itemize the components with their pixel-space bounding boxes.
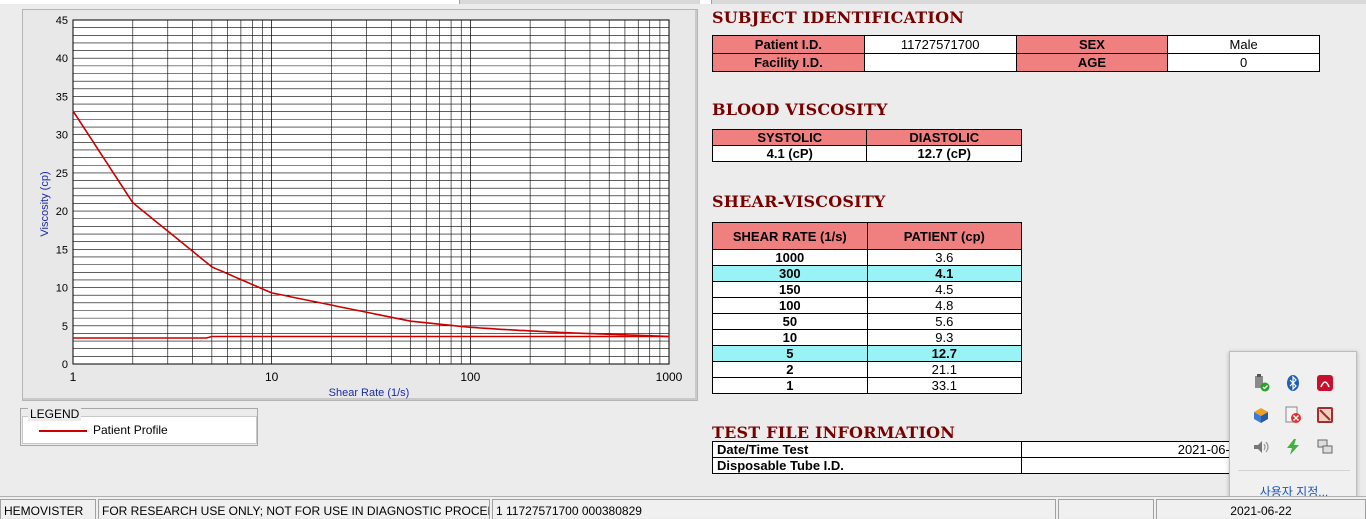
table-row: 5 12.7 <box>712 345 1023 362</box>
y-tick-label: 45 <box>56 15 68 27</box>
patient-value-cell: 33.1 <box>866 377 1023 394</box>
age-value: 0 <box>1167 53 1320 72</box>
y-axis-label: Viscosity (cp) <box>39 171 51 236</box>
y-tick-label: 40 <box>56 53 68 65</box>
shear-rate-cell: 1 <box>712 377 868 394</box>
facility-id-value <box>863 53 1017 72</box>
facility-id-label: Facility I.D. <box>712 53 865 72</box>
table-row: 50 5.6 <box>712 313 1023 330</box>
datetime-test-value: 2021-06-2 <box>1021 441 1242 458</box>
diastolic-value: 12.7 (cP) <box>866 145 1022 162</box>
series-line <box>73 335 669 339</box>
system-tray-overflow-popup: 사용자 지정... <box>1229 351 1357 511</box>
y-tick-label: 25 <box>56 168 68 180</box>
patient-cp-header: PATIENT (cp) <box>866 222 1023 250</box>
datetime-test-label: Date/Time Test <box>711 441 1023 458</box>
top-window-strip <box>0 0 1366 4</box>
x-axis-label: Shear Rate (1/s) <box>329 387 410 399</box>
status-empty-cell <box>1058 499 1154 519</box>
age-label: AGE <box>1015 53 1169 72</box>
test-file-information-title: TEST FILE INFORMATION <box>712 423 956 442</box>
test-file-table: Date/Time Test 2021-06-2 Disposable Tube… <box>711 441 1242 474</box>
status-date: 2021-06-22 <box>1156 499 1366 519</box>
table-row: 1 33.1 <box>712 377 1023 394</box>
shear-rate-cell: 10 <box>712 329 868 346</box>
y-tick-label: 10 <box>56 283 68 295</box>
sex-value: Male <box>1167 35 1320 54</box>
patient-value-cell: 5.6 <box>866 313 1023 330</box>
shear-rate-header: SHEAR RATE (1/s) <box>712 222 868 250</box>
blocked-app-icon[interactable] <box>1284 406 1302 424</box>
sex-label: SEX <box>1015 35 1169 54</box>
shear-viscosity-table: SHEAR RATE (1/s) PATIENT (cp) 1000 3.6 30… <box>712 222 1023 394</box>
top-strip-segment <box>700 0 712 4</box>
y-tick-label: 20 <box>56 206 68 218</box>
table-row: 1000 3.6 <box>712 249 1023 266</box>
tray-separator <box>1238 470 1350 471</box>
systolic-value: 4.1 (cP) <box>711 145 868 162</box>
patient-value-cell: 4.8 <box>866 297 1023 314</box>
status-record-info: 1 11727571700 000380829 <box>492 499 1056 519</box>
x-tick-label: 1000 <box>656 370 683 384</box>
cable-icon[interactable] <box>1316 406 1334 424</box>
bluetooth-icon[interactable] <box>1284 374 1302 392</box>
disposable-tube-id-value <box>1021 457 1242 474</box>
x-tick-label: 10 <box>265 370 279 384</box>
y-tick-label: 15 <box>56 244 68 256</box>
series-line <box>72 110 670 338</box>
patient-id-label: Patient I.D. <box>712 35 865 54</box>
table-row: 300 4.1 <box>712 265 1023 282</box>
acrobat-icon[interactable] <box>1316 374 1334 392</box>
disposable-tube-id-label: Disposable Tube I.D. <box>711 457 1023 474</box>
legend-frame <box>20 408 258 446</box>
patient-value-cell: 4.5 <box>866 281 1023 298</box>
x-tick-label: 100 <box>460 370 480 384</box>
shear-rate-cell: 300 <box>712 265 868 282</box>
status-bar: HEMOVISTER FOR RESEARCH USE ONLY; NOT FO… <box>0 496 1366 519</box>
lightning-app-icon[interactable] <box>1284 438 1302 456</box>
systolic-label: SYSTOLIC <box>711 129 868 146</box>
shear-viscosity-title: SHEAR-VISCOSITY <box>712 192 886 211</box>
subject-identification-title: SUBJECT IDENTIFICATION <box>712 8 965 27</box>
blood-viscosity-title: BLOOD VISCOSITY <box>712 100 888 119</box>
y-tick-label: 35 <box>56 91 68 103</box>
patient-value-cell: 4.1 <box>866 265 1023 282</box>
patient-value-cell: 21.1 <box>866 361 1023 378</box>
y-tick-label: 0 <box>62 359 68 371</box>
legend-title: LEGEND <box>28 407 82 421</box>
viscosity-chart-panel: 0 5 10 15 20 25 30 35 40 45 1 10 100 1000 Shear Rate (… <box>22 9 698 401</box>
table-row: 150 4.5 <box>712 281 1023 298</box>
x-tick-label: 1 <box>70 370 77 384</box>
y-tick-label: 5 <box>62 321 68 333</box>
patient-id-value: 11727571700 <box>863 35 1017 54</box>
customize-link[interactable]: 사용자 지정... <box>1259 485 1329 499</box>
shear-rate-cell: 1000 <box>712 249 868 266</box>
y-tick-label: 30 <box>56 130 68 142</box>
shear-rate-cell: 150 <box>712 281 868 298</box>
subject-table: Patient I.D. 11727571700 SEX Male Facili… <box>712 35 1320 72</box>
package-icon[interactable] <box>1252 406 1270 424</box>
legend-entry-label: Patient Profile <box>93 423 168 437</box>
shear-rate-cell: 100 <box>712 297 868 314</box>
top-strip-segment <box>0 0 460 4</box>
volume-icon[interactable] <box>1252 438 1270 456</box>
shear-rate-cell: 2 <box>712 361 868 378</box>
legend-swatch <box>39 430 87 432</box>
shear-rate-cell: 5 <box>712 345 868 362</box>
patient-value-cell: 9.3 <box>866 329 1023 346</box>
table-row: 100 4.8 <box>712 297 1023 314</box>
diastolic-label: DIASTOLIC <box>866 129 1022 146</box>
plot-area <box>72 19 670 365</box>
table-row: 10 9.3 <box>712 329 1023 346</box>
table-row: 2 21.1 <box>712 361 1023 378</box>
usb-safe-remove-icon[interactable] <box>1252 374 1270 392</box>
patient-value-cell: 12.7 <box>866 345 1023 362</box>
shear-rate-cell: 50 <box>712 313 868 330</box>
blood-viscosity-table: SYSTOLIC DIASTOLIC 4.1 (cP) 12.7 (cP) <box>711 129 1022 162</box>
network-icon[interactable] <box>1316 438 1334 456</box>
patient-value-cell: 3.6 <box>866 249 1023 266</box>
status-app-name: HEMOVISTER <box>0 499 96 519</box>
status-research-notice: FOR RESEARCH USE ONLY; NOT FOR USE IN DI… <box>98 499 490 519</box>
viscosity-chart: 0 5 10 15 20 25 30 35 40 45 1 10 100 1000 Shear Rate (… <box>39 15 683 399</box>
